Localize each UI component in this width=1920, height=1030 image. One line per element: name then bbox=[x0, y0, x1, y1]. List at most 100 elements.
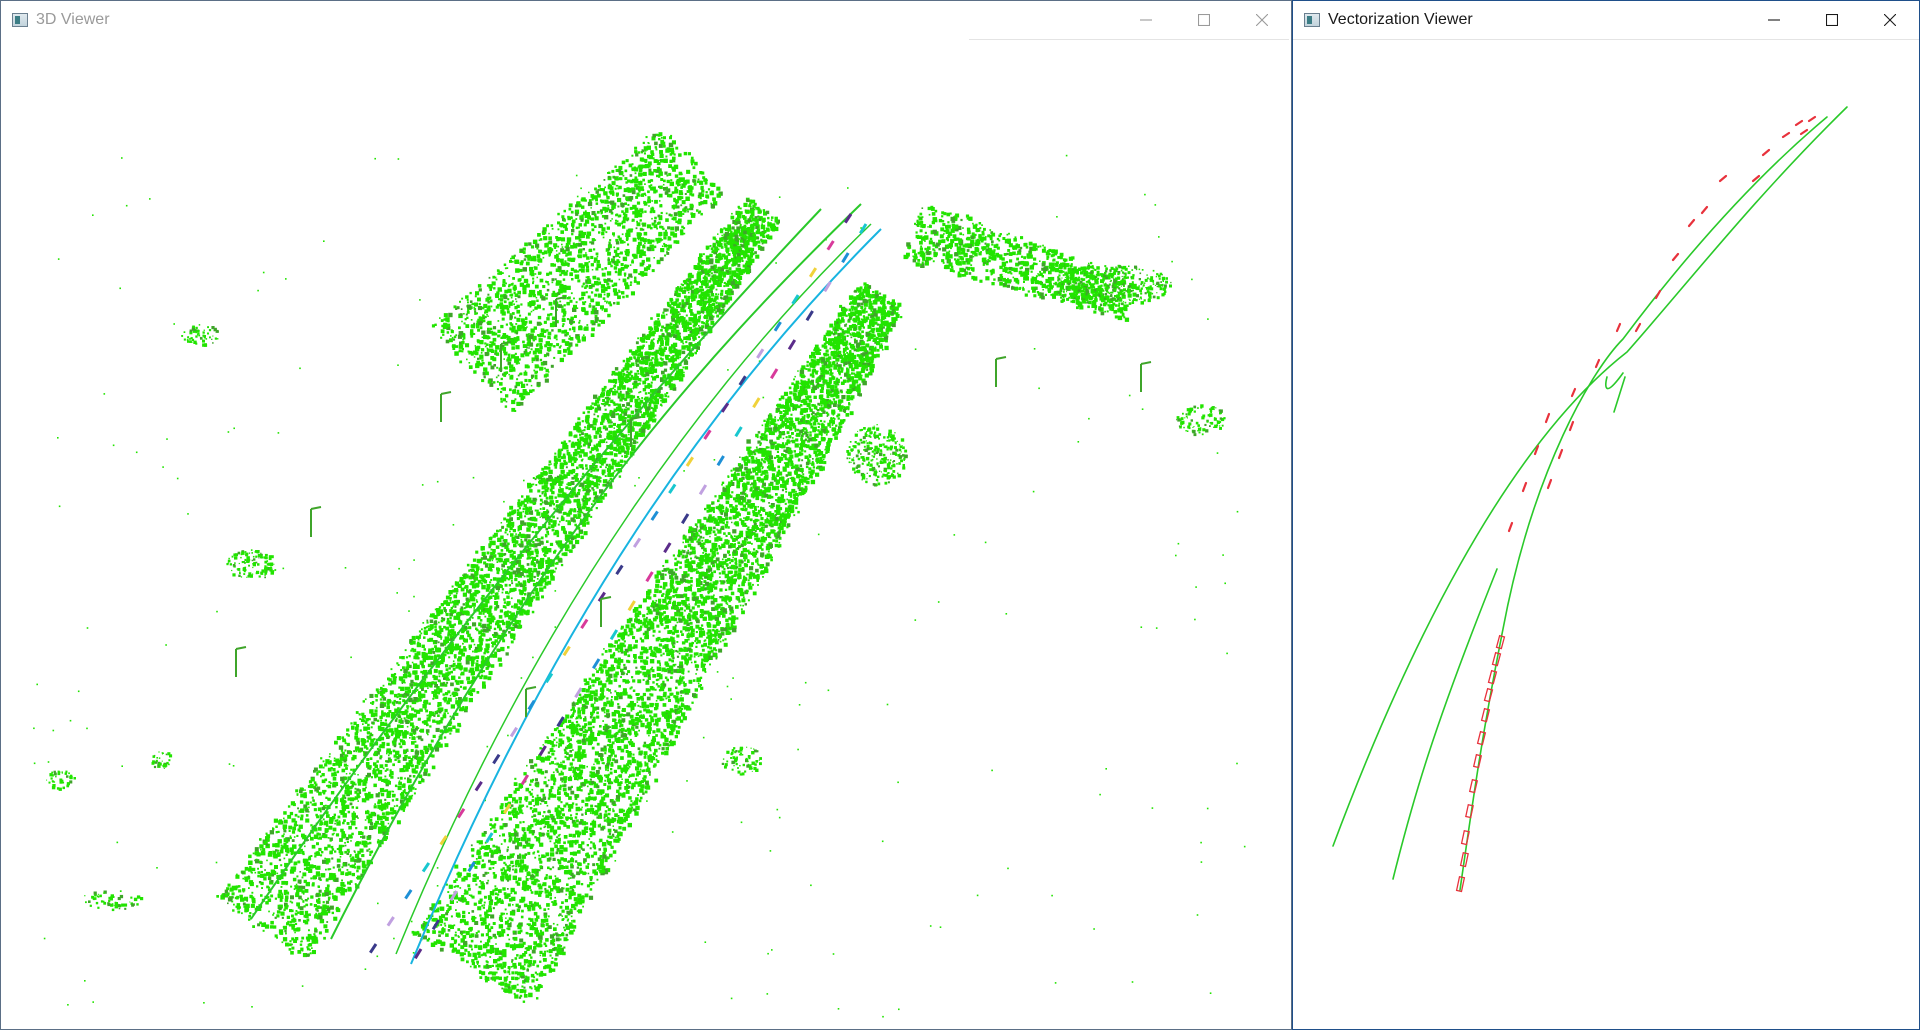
lane-dash bbox=[414, 948, 423, 960]
lane-dash bbox=[431, 919, 441, 931]
lane-dash bbox=[1700, 205, 1709, 215]
pole-marker bbox=[440, 391, 452, 422]
lane-dash-outline bbox=[1476, 730, 1487, 746]
lane-dash bbox=[1687, 218, 1696, 228]
lane-dash bbox=[404, 889, 413, 900]
lane-dash bbox=[1751, 174, 1761, 183]
lane-dash bbox=[503, 803, 512, 815]
minimize-button[interactable] bbox=[1745, 1, 1803, 39]
lane-dash bbox=[1615, 322, 1622, 333]
point-cloud-canvas[interactable] bbox=[1, 39, 1291, 1029]
close-button[interactable] bbox=[1233, 1, 1291, 39]
lane-dash bbox=[492, 753, 501, 765]
pole-marker bbox=[995, 356, 1007, 387]
minimize-icon bbox=[1140, 19, 1152, 21]
vectorization-viewport[interactable] bbox=[1293, 39, 1919, 1029]
lane-dash bbox=[615, 564, 624, 576]
lane-dash bbox=[574, 687, 583, 699]
lane-dash bbox=[421, 862, 431, 873]
3d-viewer-titlebar[interactable]: 3D Viewer bbox=[1, 1, 1291, 39]
vector-canvas[interactable] bbox=[1293, 39, 1919, 1029]
lane-dash bbox=[1507, 521, 1514, 533]
lane-dash bbox=[1634, 322, 1642, 333]
lane-dash-outline bbox=[1491, 651, 1502, 667]
app-icon bbox=[1304, 13, 1320, 27]
lane-dash bbox=[592, 658, 601, 670]
lane-dash bbox=[369, 943, 378, 954]
app-icon bbox=[12, 13, 28, 27]
lane-dash bbox=[556, 716, 565, 728]
minimize-icon bbox=[1768, 19, 1780, 21]
lane-dash bbox=[791, 294, 800, 305]
lane-dash bbox=[698, 484, 708, 496]
lane-dash bbox=[449, 890, 458, 902]
lane-dash bbox=[1533, 444, 1540, 456]
lane-dash bbox=[467, 861, 476, 873]
lane-dash bbox=[1761, 148, 1771, 157]
maximize-button[interactable] bbox=[1803, 1, 1861, 39]
lane-dash bbox=[1570, 387, 1577, 398]
lane-dash bbox=[770, 368, 779, 380]
pole-marker bbox=[630, 416, 642, 447]
lane-dash bbox=[1594, 358, 1601, 369]
road-edge-line bbox=[1613, 376, 1626, 413]
lane-dash bbox=[1654, 289, 1662, 300]
lane-dash bbox=[823, 281, 832, 293]
lane-dash bbox=[756, 348, 765, 359]
lane-dash bbox=[609, 629, 619, 641]
road-edge-line bbox=[1459, 116, 1828, 891]
lane-dash bbox=[632, 537, 642, 548]
pole-marker bbox=[500, 341, 512, 372]
lane-dash bbox=[1546, 478, 1553, 490]
lane-dash-outline bbox=[1460, 829, 1470, 846]
lane-dash-outline bbox=[1468, 778, 1479, 794]
lane-dash bbox=[841, 252, 850, 264]
lane-dash-outline bbox=[1483, 687, 1494, 703]
lane-dash bbox=[545, 672, 554, 684]
3d-viewport[interactable] bbox=[1, 39, 1291, 1029]
lane-dash-outline bbox=[1495, 634, 1506, 650]
lane-dash bbox=[663, 542, 672, 554]
lane-dash bbox=[1557, 448, 1564, 460]
maximize-icon bbox=[1826, 14, 1838, 26]
road-boundary-line bbox=[250, 208, 822, 920]
pole-marker bbox=[235, 646, 247, 677]
pole-marker bbox=[310, 506, 322, 537]
lane-dash bbox=[527, 699, 536, 711]
lane-dash bbox=[386, 916, 395, 927]
lane-dash bbox=[1794, 119, 1804, 127]
road-boundary-line bbox=[330, 203, 862, 940]
lane-dash bbox=[859, 223, 868, 235]
lane-dash bbox=[738, 375, 747, 386]
road-edge-line bbox=[1605, 372, 1624, 390]
road-boundary-line bbox=[395, 223, 872, 955]
lane-dash bbox=[703, 429, 712, 440]
lane-dash bbox=[457, 807, 466, 819]
lane-dash bbox=[787, 339, 797, 351]
vectorization-viewer-titlebar[interactable]: Vectorization Viewer bbox=[1293, 1, 1919, 39]
lane-dash bbox=[844, 213, 853, 224]
lane-dash bbox=[1521, 481, 1528, 493]
maximize-icon bbox=[1198, 14, 1210, 26]
maximize-button[interactable] bbox=[1175, 1, 1233, 39]
3d-viewer-window[interactable]: 3D Viewer bbox=[0, 0, 1292, 1030]
pole-marker bbox=[555, 296, 567, 327]
lane-dash-outline bbox=[1455, 875, 1466, 893]
lane-dash bbox=[720, 402, 730, 413]
lane-dash bbox=[562, 645, 571, 657]
lane-dash bbox=[1799, 128, 1809, 136]
lane-dash-outline bbox=[1465, 803, 1474, 819]
lane-dash-outline bbox=[1472, 753, 1483, 769]
lane-dash bbox=[509, 726, 518, 738]
lane-dash bbox=[805, 310, 814, 322]
vectorization-viewer-window[interactable]: Vectorization Viewer bbox=[1292, 0, 1920, 1030]
minimize-button[interactable] bbox=[1117, 1, 1175, 39]
lane-dash bbox=[1807, 115, 1817, 123]
lane-dash bbox=[580, 618, 589, 630]
point-cloud bbox=[33, 132, 1246, 1018]
lane-dash bbox=[808, 267, 818, 278]
lane-dash bbox=[1781, 131, 1791, 139]
lane-dash bbox=[597, 591, 606, 603]
close-icon bbox=[1256, 14, 1268, 26]
close-button[interactable] bbox=[1861, 1, 1919, 39]
